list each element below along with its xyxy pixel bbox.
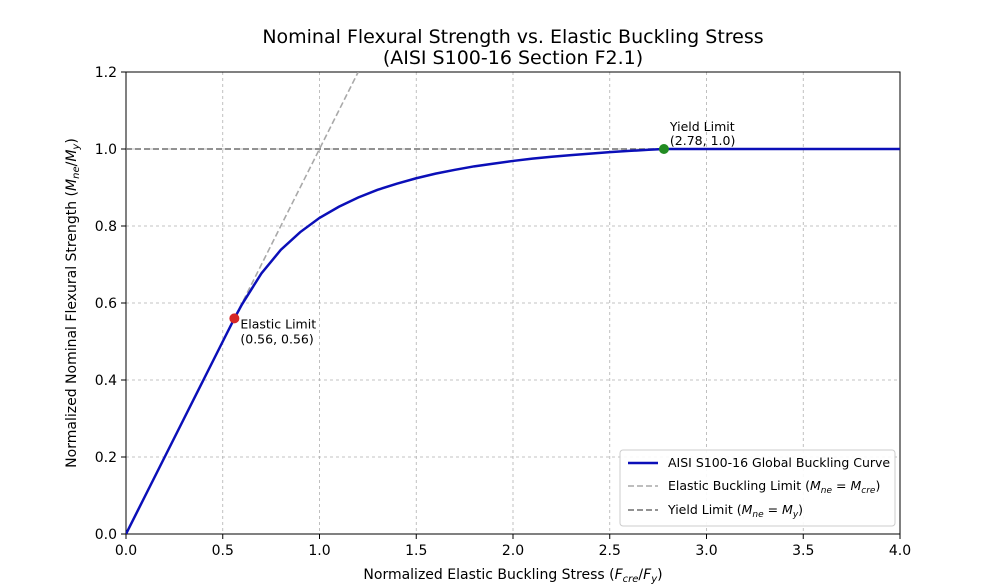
y-axis-ticks: 0.0 0.2 0.4 0.6 0.8 1.0 1.2 xyxy=(95,65,126,543)
elastic-limit-coord: (0.56, 0.56) xyxy=(240,331,313,346)
y-tick-label: 1.0 xyxy=(95,142,117,158)
chart-title-line1: Nominal Flexural Strength vs. Elastic Bu… xyxy=(262,26,763,48)
x-tick-label: 0.5 xyxy=(212,543,234,559)
legend-box xyxy=(619,449,896,527)
y-axis-label: Normalized Nominal Flexural Strength (Mn… xyxy=(64,138,82,468)
x-tick-label: 3.0 xyxy=(695,543,717,559)
x-axis-label: Normalized Elastic Buckling Stress (Fcre… xyxy=(363,567,662,584)
legend-label-global-curve: AISI S100-16 Global Buckling Curve xyxy=(668,455,890,470)
y-tick-label: 0.4 xyxy=(95,373,117,389)
elastic-limit-point xyxy=(229,313,240,324)
x-tick-label: 0.0 xyxy=(115,543,137,559)
x-tick-label: 4.0 xyxy=(889,543,911,559)
yield-limit-coord: (2.78, 1.0) xyxy=(670,133,735,148)
x-tick-label: 1.0 xyxy=(308,543,330,559)
y-tick-label: 0.2 xyxy=(95,450,117,466)
chart-title-line2: (AISI S100-16 Section F2.1) xyxy=(383,47,643,69)
x-axis-ticks: 0.0 0.5 1.0 1.5 2.0 2.5 3.0 3.5 4.0 xyxy=(115,534,911,559)
y-tick-label: 1.2 xyxy=(95,65,117,81)
legend-label-elastic-limit: Elastic Buckling Limit (Mne = Mcre) xyxy=(668,478,880,496)
yield-limit-point xyxy=(658,144,669,154)
y-tick-label: 0.0 xyxy=(95,527,117,543)
y-tick-label: 0.8 xyxy=(95,219,117,235)
legend: AISI S100-16 Global Buckling Curve Elast… xyxy=(619,449,896,527)
elastic-limit-label: Elastic Limit xyxy=(240,316,316,331)
x-tick-label: 2.0 xyxy=(502,543,524,559)
legend-label-yield-limit: Yield Limit (Mne = My) xyxy=(667,502,803,520)
x-tick-label: 3.5 xyxy=(792,543,814,559)
y-tick-label: 0.6 xyxy=(95,296,117,312)
x-tick-label: 2.5 xyxy=(599,543,621,559)
yield-limit-label: Yield Limit xyxy=(669,119,735,134)
series-global-buckling-curve xyxy=(126,147,900,534)
x-tick-label: 1.5 xyxy=(405,543,427,559)
